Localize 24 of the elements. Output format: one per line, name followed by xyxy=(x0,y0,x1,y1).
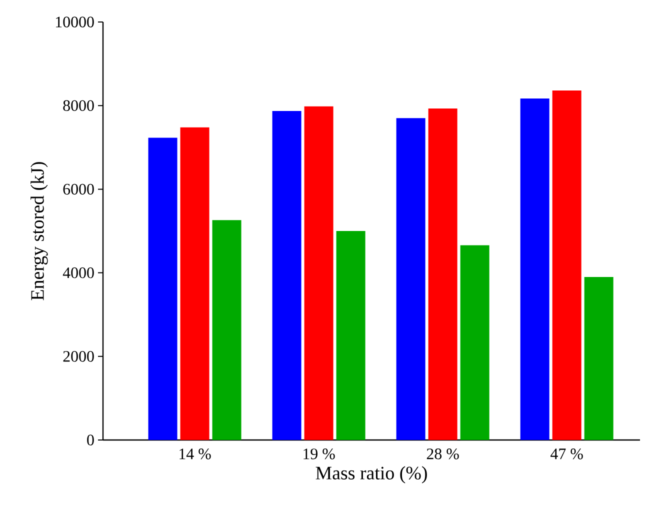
bar xyxy=(396,118,426,440)
bar xyxy=(428,108,458,440)
bar xyxy=(212,220,242,440)
x-tick-label: 14 % xyxy=(180,448,211,460)
y-tick-label: 10000 xyxy=(56,16,94,28)
bar xyxy=(148,138,178,440)
bar xyxy=(520,98,550,440)
x-tick-label: 47 % xyxy=(550,448,583,460)
x-tick-label: 28 % xyxy=(426,448,459,460)
bar xyxy=(304,106,334,440)
bar xyxy=(336,230,366,440)
y-tick-label: 6000 xyxy=(63,184,94,195)
bar xyxy=(552,90,582,440)
y-axis-title: Energy stored (kJ) xyxy=(30,162,48,300)
y-tick-label: 8000 xyxy=(63,100,94,111)
y-tick-label: 0 xyxy=(87,434,94,446)
x-axis-title: Mass ratio (%) xyxy=(316,466,427,484)
y-tick-label: 2000 xyxy=(63,351,94,362)
bar xyxy=(180,127,210,440)
bar xyxy=(272,111,302,440)
bar xyxy=(584,276,614,440)
bar xyxy=(460,245,490,440)
x-tick-label: 19 % xyxy=(304,448,335,460)
y-tick-label: 4000 xyxy=(62,267,94,278)
